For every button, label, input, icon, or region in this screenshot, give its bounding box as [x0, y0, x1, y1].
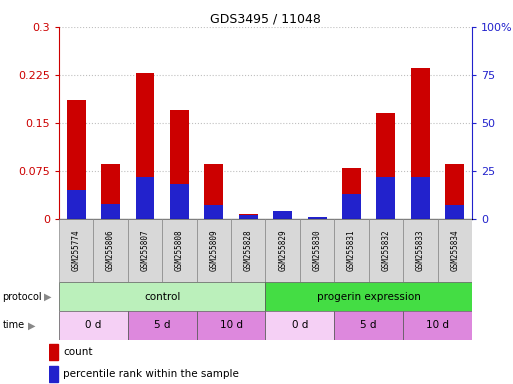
Bar	[273, 211, 292, 219]
Bar	[204, 205, 223, 219]
Bar	[59, 311, 128, 340]
Bar	[403, 311, 472, 340]
Bar	[334, 311, 403, 340]
Text: GSM255808: GSM255808	[175, 230, 184, 271]
Text: 10 d: 10 d	[426, 320, 449, 331]
Bar	[334, 219, 369, 282]
Text: 5 d: 5 d	[154, 320, 170, 331]
Bar	[204, 164, 223, 219]
Text: ▶: ▶	[44, 291, 51, 302]
Bar	[93, 219, 128, 282]
Bar	[445, 205, 464, 219]
Text: time: time	[3, 320, 25, 331]
Bar	[403, 219, 438, 282]
Bar	[101, 204, 120, 219]
Bar	[266, 282, 472, 311]
Bar	[445, 164, 464, 219]
Bar	[377, 113, 396, 219]
Bar	[369, 219, 403, 282]
Bar	[342, 168, 361, 219]
Bar	[101, 164, 120, 219]
Bar	[266, 311, 334, 340]
Bar	[308, 217, 327, 219]
Bar	[265, 219, 300, 282]
Text: GSM255834: GSM255834	[450, 230, 459, 271]
Title: GDS3495 / 11048: GDS3495 / 11048	[210, 13, 321, 26]
Bar	[411, 177, 430, 219]
Bar	[128, 311, 196, 340]
Text: GSM255806: GSM255806	[106, 230, 115, 271]
Text: GSM255833: GSM255833	[416, 230, 425, 271]
Text: control: control	[144, 291, 181, 302]
Bar	[170, 184, 189, 219]
Bar	[170, 110, 189, 219]
Text: 0 d: 0 d	[292, 320, 308, 331]
Bar	[308, 217, 327, 219]
Bar	[239, 214, 258, 219]
Text: GSM255828: GSM255828	[244, 230, 253, 271]
Bar	[135, 73, 154, 219]
Text: GSM255809: GSM255809	[209, 230, 219, 271]
Text: 10 d: 10 d	[220, 320, 243, 331]
Bar	[49, 344, 58, 360]
Bar	[67, 101, 86, 219]
Bar	[59, 219, 93, 282]
Bar	[239, 215, 258, 219]
Bar	[162, 219, 196, 282]
Text: percentile rank within the sample: percentile rank within the sample	[63, 369, 239, 379]
Text: protocol: protocol	[3, 291, 42, 302]
Text: progerin expression: progerin expression	[317, 291, 421, 302]
Bar	[438, 219, 472, 282]
Bar	[342, 194, 361, 219]
Text: GSM255831: GSM255831	[347, 230, 356, 271]
Bar	[300, 219, 334, 282]
Bar	[196, 311, 266, 340]
Bar	[196, 219, 231, 282]
Bar	[128, 219, 162, 282]
Text: GSM255774: GSM255774	[72, 230, 81, 271]
Bar	[231, 219, 266, 282]
Text: 0 d: 0 d	[85, 320, 102, 331]
Text: GSM255829: GSM255829	[278, 230, 287, 271]
Text: GSM255830: GSM255830	[312, 230, 322, 271]
Text: count: count	[63, 347, 93, 357]
Bar	[67, 190, 86, 219]
Text: 5 d: 5 d	[361, 320, 377, 331]
Text: GSM255807: GSM255807	[141, 230, 149, 271]
Bar	[273, 210, 292, 219]
Text: GSM255832: GSM255832	[382, 230, 390, 271]
Text: ▶: ▶	[28, 320, 35, 331]
Bar	[377, 177, 396, 219]
Bar	[59, 282, 266, 311]
Bar	[135, 177, 154, 219]
Bar	[49, 366, 58, 382]
Bar	[411, 68, 430, 219]
